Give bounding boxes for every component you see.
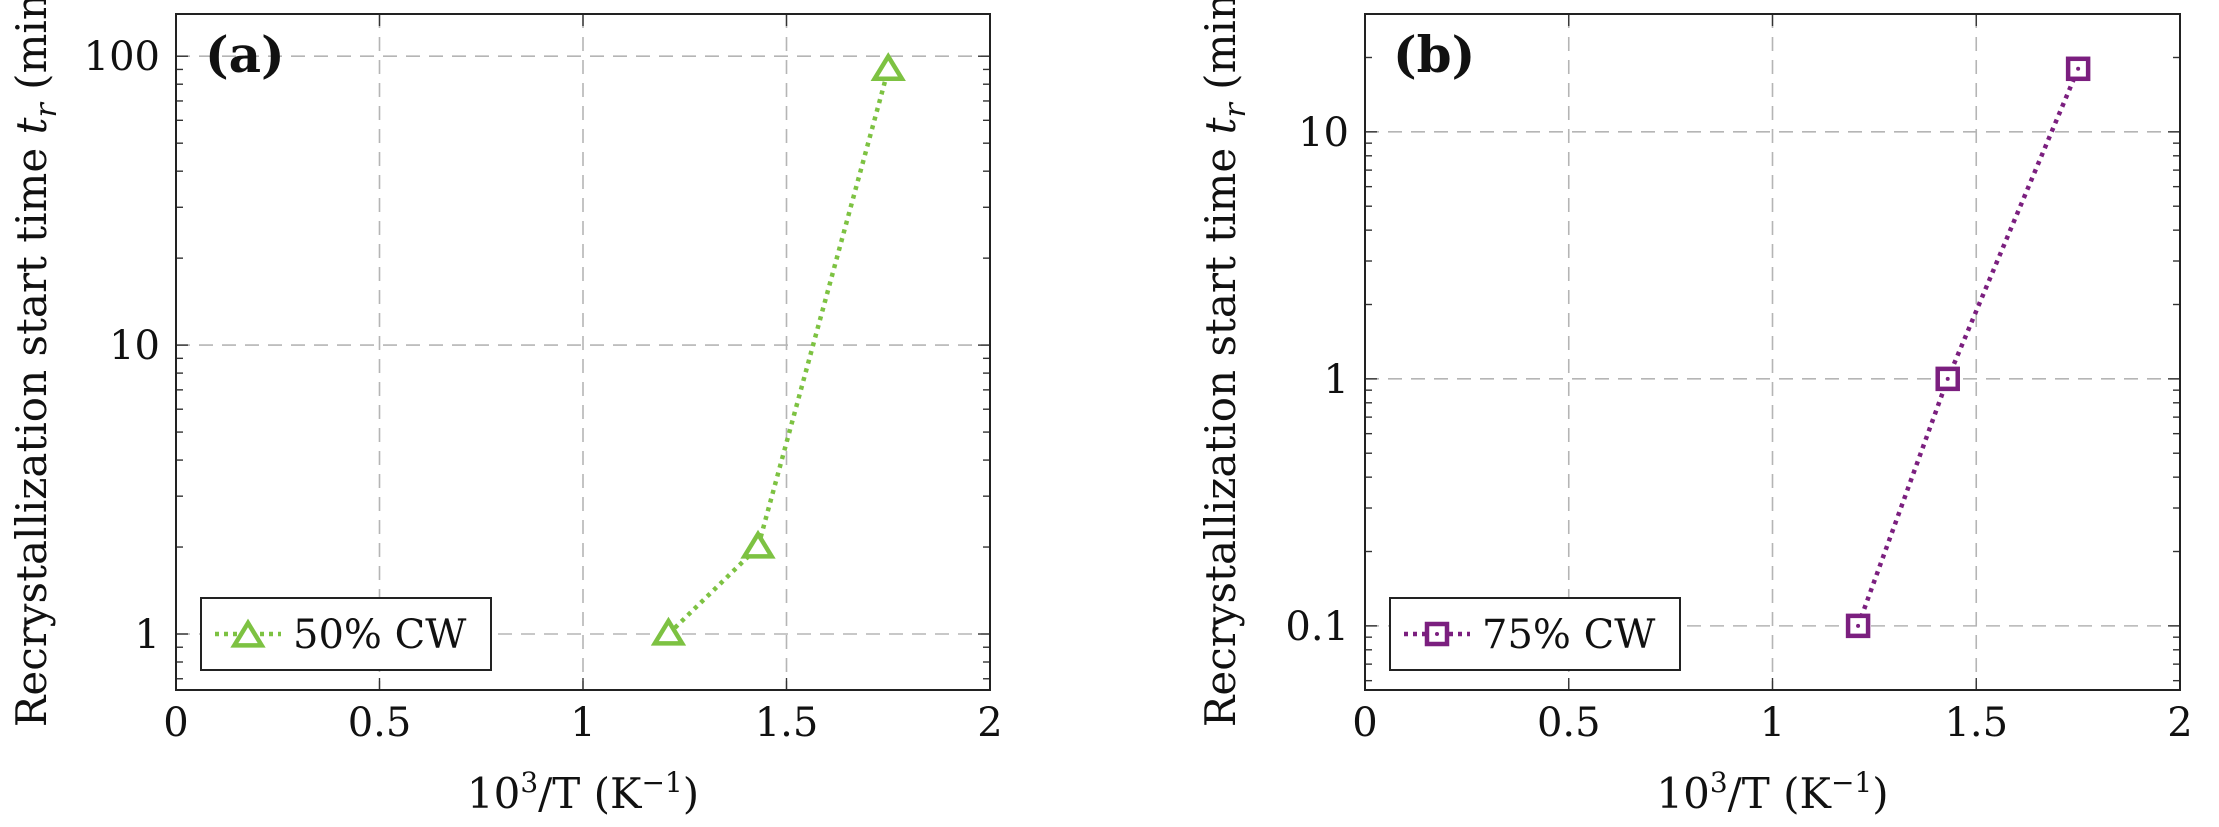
x-axis-title: 103/T (K−1) — [467, 766, 699, 818]
x-tick-label: 0.5 — [348, 700, 412, 746]
axis-ticks — [1364, 14, 2181, 690]
plot-frame — [175, 13, 991, 691]
panel-label: (b) — [1393, 25, 1475, 84]
legend: 75% CW — [1389, 597, 1681, 671]
data-point — [650, 616, 687, 646]
y-tick-label: 10 — [1298, 110, 1349, 156]
y-tick-label: 0.1 — [1285, 604, 1349, 650]
x-tick-label: 2 — [977, 700, 1002, 746]
data-point — [740, 529, 776, 559]
y-axis-title: Recrystallization start time tr (min) — [1196, 0, 1253, 727]
x-tick-label: 1.5 — [1944, 700, 2008, 746]
legend-label: 50% CW — [293, 612, 466, 658]
data-point — [1845, 613, 1871, 639]
panel-b: 0 0.5 1 1.5 2 0.1 1 10 103/T (K−1) Recrystallizat… — [1196, 0, 2193, 818]
y-tick-label: 100 — [84, 34, 160, 80]
x-tick-label: 1.5 — [755, 700, 819, 746]
data-point — [1935, 366, 1960, 392]
y-tick-label: 10 — [109, 323, 160, 369]
data-point — [2065, 56, 2091, 82]
x-tick-label: 0.5 — [1537, 700, 1601, 746]
panel-label: (a) — [205, 25, 285, 84]
legend: 50% CW — [200, 597, 492, 671]
x-tick-label: 0 — [163, 700, 188, 746]
x-tick-label: 1 — [570, 700, 595, 746]
legend-marker — [230, 618, 266, 648]
x-axis-title: 103/T (K−1) — [1656, 766, 1888, 818]
plot-frame — [1364, 13, 2181, 691]
legend-marker — [1424, 621, 1450, 647]
legend-label: 75% CW — [1482, 612, 1655, 658]
y-tick-label: 1 — [1324, 357, 1349, 403]
grid — [176, 14, 990, 690]
x-tick-label: 1 — [1760, 700, 1785, 746]
x-tick-label: 2 — [2167, 700, 2192, 746]
grid — [1365, 14, 2180, 690]
x-tick-label: 0 — [1352, 700, 1377, 746]
y-tick-label: 1 — [135, 612, 160, 658]
data-point — [870, 52, 906, 82]
panel-a: 0 0.5 1 1.5 2 1 10 100 103/T (K−1) Recrystallizat… — [7, 0, 1003, 818]
y-axis-title: Recrystallization start time tr (min) — [7, 0, 64, 727]
